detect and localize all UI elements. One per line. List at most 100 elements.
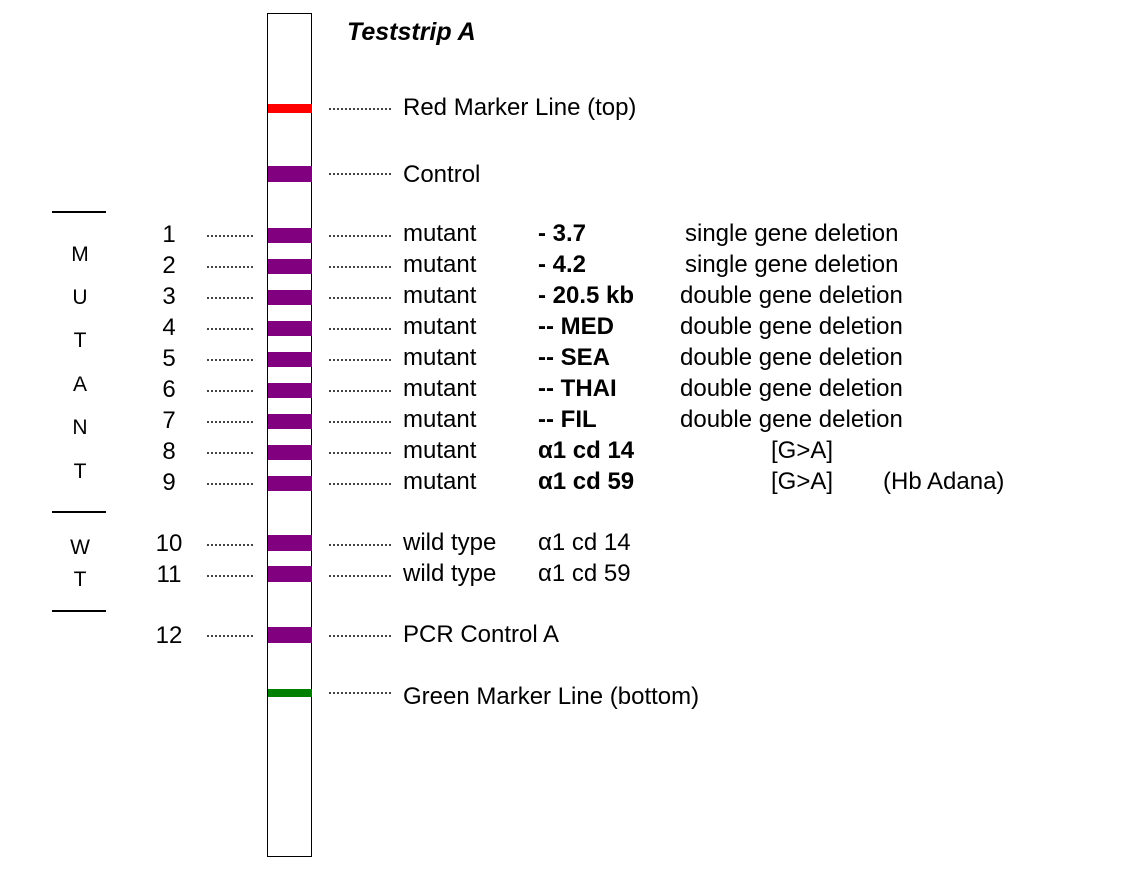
row-left-leader: [207, 328, 253, 330]
control-label: Control: [403, 161, 481, 188]
row-left-leader: [207, 266, 253, 268]
pcr-left-leader: [207, 635, 253, 637]
row-number: 5: [162, 345, 176, 372]
row-right-leader: [329, 235, 391, 237]
row-right-leader: [329, 359, 391, 361]
row-right-leader: [329, 328, 391, 330]
pcr-control-label: PCR Control A: [403, 621, 560, 648]
pcr-right-leader: [329, 635, 391, 637]
mutant-band: [268, 321, 312, 336]
diagram-title: Teststrip A: [347, 18, 476, 46]
control-band: [268, 166, 312, 182]
mutant-group-letter: M: [71, 243, 89, 266]
row-variant: α1 cd 59: [538, 560, 631, 587]
mutant-group-letter: N: [72, 416, 88, 439]
mutant-band: [268, 476, 312, 491]
mutant-group-letter: T: [73, 460, 87, 483]
row-left-leader: [207, 359, 253, 361]
mutant-group-letter: T: [73, 329, 87, 352]
row-type: mutant: [403, 313, 477, 340]
row-type: mutant: [403, 251, 477, 278]
mutant-band: [268, 228, 312, 243]
row-extra-note: (Hb Adana): [883, 468, 1005, 495]
row-variant: -- THAI: [538, 375, 617, 402]
row-type: mutant: [403, 220, 477, 247]
row-right-leader: [329, 575, 391, 577]
row-number: 1: [162, 221, 176, 248]
row-number: 6: [162, 376, 176, 403]
row-variant: -- SEA: [538, 344, 610, 371]
row-number: 3: [162, 283, 176, 310]
row-description: double gene deletion: [680, 375, 903, 402]
green-marker-label: Green Marker Line (bottom): [403, 683, 700, 710]
row-right-leader: [329, 297, 391, 299]
mutant-group-top-line: [52, 211, 106, 213]
row-type: mutant: [403, 282, 477, 309]
green-marker-leader: [329, 692, 391, 694]
row-right-leader: [329, 421, 391, 423]
row-type: mutant: [403, 468, 477, 495]
row-number: 8: [162, 438, 176, 465]
row-left-leader: [207, 235, 253, 237]
row-right-leader: [329, 266, 391, 268]
row-left-leader: [207, 390, 253, 392]
test-strip: [267, 13, 312, 857]
row-variant: α1 cd 59: [538, 468, 635, 495]
pcr-control-number: 12: [155, 622, 183, 649]
row-type: wild type: [403, 560, 497, 587]
red-marker-band: [268, 104, 312, 113]
wildtype-group-letter: T: [73, 568, 87, 591]
row-left-leader: [207, 421, 253, 423]
row-right-leader: [329, 544, 391, 546]
row-type: mutant: [403, 437, 477, 464]
row-variant: α1 cd 14: [538, 529, 631, 556]
row-left-leader: [207, 297, 253, 299]
row-left-leader: [207, 452, 253, 454]
mutant-group-letter: U: [72, 286, 88, 309]
row-description: double gene deletion: [680, 282, 903, 309]
red-marker-label: Red Marker Line (top): [403, 94, 637, 121]
row-left-leader: [207, 483, 253, 485]
green-marker-band: [268, 689, 312, 697]
control-leader: [329, 173, 391, 175]
row-type: wild type: [403, 529, 497, 556]
row-right-leader: [329, 452, 391, 454]
row-number: 11: [156, 561, 182, 588]
row-right-leader: [329, 483, 391, 485]
row-mutation-note: [G>A]: [771, 468, 834, 495]
mutant-band: [268, 352, 312, 367]
row-type: mutant: [403, 344, 477, 371]
row-variant: - 3.7: [538, 220, 587, 247]
row-mutation-note: [G>A]: [771, 437, 834, 464]
wildtype-band: [268, 535, 312, 551]
group-divider-line: [52, 511, 106, 513]
row-type: mutant: [403, 375, 477, 402]
row-variant: α1 cd 14: [538, 437, 635, 464]
row-variant: - 4.2: [538, 251, 587, 278]
row-description: single gene deletion: [685, 251, 899, 278]
row-number: 2: [162, 252, 176, 279]
mutant-group-letter: A: [72, 373, 87, 396]
wildtype-group-bottom-line: [52, 610, 106, 612]
mutant-band: [268, 290, 312, 305]
row-description: double gene deletion: [680, 313, 903, 340]
wildtype-group-letter: W: [70, 536, 90, 559]
wildtype-band: [268, 566, 312, 582]
row-right-leader: [329, 390, 391, 392]
row-number: 10: [155, 530, 183, 557]
row-variant: -- FIL: [538, 406, 597, 433]
mutant-band: [268, 445, 312, 460]
row-number: 9: [162, 469, 176, 496]
pcr-control-band: [268, 627, 312, 643]
row-number: 7: [162, 407, 176, 434]
row-description: double gene deletion: [680, 344, 903, 371]
row-description: single gene deletion: [685, 220, 899, 247]
row-variant: -- MED: [538, 313, 614, 340]
mutant-band: [268, 414, 312, 429]
red-marker-leader: [329, 108, 391, 110]
row-number: 4: [162, 314, 176, 341]
row-variant: - 20.5 kb: [538, 282, 635, 309]
row-type: mutant: [403, 406, 477, 433]
mutant-band: [268, 259, 312, 274]
mutant-band: [268, 383, 312, 398]
